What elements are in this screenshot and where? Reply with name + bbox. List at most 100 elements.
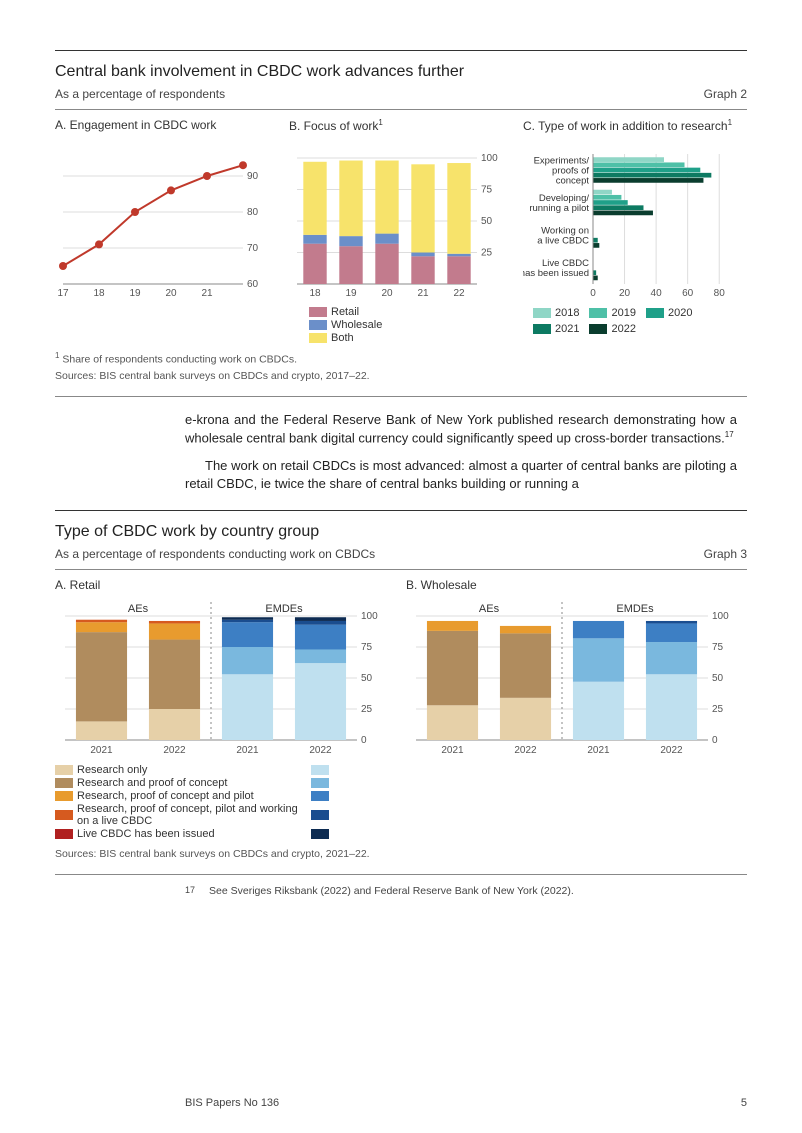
svg-text:60: 60: [682, 288, 694, 299]
legend-item: Research, proof of concept, pilot and wo…: [55, 803, 365, 827]
legend-item-2022: 2022: [589, 323, 635, 335]
rule-under-subtitle-g2: [55, 109, 747, 110]
legend-label-wholesale: Wholesale: [331, 319, 382, 331]
svg-text:17: 17: [57, 288, 69, 299]
graph2-panelC-title: C. Type of work in addition to research1: [523, 118, 747, 146]
svg-text:75: 75: [361, 642, 373, 653]
svg-text:80: 80: [714, 288, 726, 299]
svg-text:EMDEs: EMDEs: [616, 603, 654, 615]
graph2-panelB: B. Focus of work1 25 50 75 100 18 19 20 21 22 Re…: [289, 118, 513, 345]
svg-text:50: 50: [481, 216, 493, 227]
svg-text:concept: concept: [556, 175, 590, 186]
legend-item: Live CBDC has been issued: [55, 828, 365, 840]
graph2-footnote: 1 Share of respondents conducting work o…: [55, 351, 747, 366]
body-para2: The work on retail CBDCs is most advance…: [185, 457, 737, 495]
svg-text:running a pilot: running a pilot: [529, 203, 589, 214]
graph3-label: Graph 3: [704, 547, 747, 561]
rule-bottom-graph2: [55, 396, 747, 397]
body-text-block: e-krona and the Federal Reserve Bank of …: [185, 411, 737, 495]
graph2-panelC: C. Type of work in addition to research1…: [523, 118, 747, 345]
svg-text:2022: 2022: [514, 745, 537, 756]
svg-text:25: 25: [712, 704, 724, 715]
svg-text:0: 0: [590, 288, 596, 299]
footnote-17: 17 See Sveriges Riksbank (2022) and Fede…: [185, 885, 747, 897]
rule-top-graph2: [55, 50, 747, 51]
svg-text:50: 50: [712, 673, 724, 684]
svg-text:2021: 2021: [441, 745, 464, 756]
graph3-subtitle: As a percentage of respondents conductin…: [55, 547, 375, 561]
footer-right: 5: [741, 1097, 747, 1109]
svg-text:2022: 2022: [660, 745, 683, 756]
legend-item-2021: 2021: [533, 323, 579, 335]
legend-swatch-wholesale: [309, 320, 327, 330]
graph2-subtitle: As a percentage of respondents: [55, 87, 225, 101]
graph3-panelA-chart: 0255075100AEsEMDEs2021202220212022: [55, 598, 385, 758]
graph2-panelC-chart: 020406080Experiments/proofs ofconceptDev…: [523, 152, 747, 302]
svg-text:21: 21: [201, 288, 213, 299]
svg-text:60: 60: [247, 279, 259, 290]
graph2-panelA-chart: 60 70 80 90 17 18 19 20 21: [55, 152, 279, 302]
graph3-panelB-chart: 0255075100AEsEMDEs2021202220212022: [406, 598, 736, 758]
legend-item-2018: 2018: [533, 307, 579, 319]
svg-text:20: 20: [165, 288, 177, 299]
svg-text:25: 25: [481, 248, 493, 259]
svg-text:80: 80: [247, 207, 259, 218]
page-footer: BIS Papers No 136 5: [55, 1097, 747, 1109]
graph2-panelC-legend: 2018 2019 2020 2021 2022: [533, 306, 747, 336]
svg-text:2022: 2022: [309, 745, 332, 756]
legend-item: Research only: [55, 764, 365, 776]
legend-label-retail: Retail: [331, 306, 359, 318]
svg-text:50: 50: [361, 673, 373, 684]
svg-text:100: 100: [712, 611, 729, 622]
graph3-panelA-title: A. Retail: [55, 578, 396, 592]
svg-text:22: 22: [453, 288, 465, 299]
svg-text:20: 20: [381, 288, 393, 299]
graph2-panelB-title: B. Focus of work1: [289, 118, 513, 146]
svg-text:2021: 2021: [236, 745, 259, 756]
graph2-panelB-chart: 25 50 75 100 18 19 20 21 22: [289, 152, 513, 302]
svg-text:20: 20: [619, 288, 631, 299]
graph2-panelA: A. Engagement in CBDC work 6070809017181…: [55, 118, 279, 345]
footer-left: BIS Papers No 136: [185, 1097, 279, 1109]
body-para1: e-krona and the Federal Reserve Bank of …: [185, 411, 737, 449]
rule-top-graph3: [55, 510, 747, 511]
svg-text:100: 100: [481, 153, 498, 164]
svg-text:18: 18: [309, 288, 321, 299]
graph3-panelB-title: B. Wholesale: [406, 578, 747, 592]
svg-text:EMDEs: EMDEs: [265, 603, 303, 615]
graph2-label: Graph 2: [704, 87, 747, 101]
svg-text:75: 75: [481, 185, 493, 196]
svg-text:0: 0: [361, 735, 367, 746]
svg-text:25: 25: [361, 704, 373, 715]
legend-item: Research, proof of concept and pilot: [55, 790, 365, 802]
graph3-title: Type of CBDC work by country group: [55, 523, 747, 541]
graph3-sources: Sources: BIS central bank surveys on CBD…: [55, 848, 747, 860]
graph3-panelB: B. Wholesale 0 25 50 75 100 AEs EMDEs 2021 2022 2…: [406, 578, 747, 758]
legend-item-2020: 2020: [646, 307, 692, 319]
svg-text:70: 70: [247, 243, 259, 254]
graph2-title: Central bank involvement in CBDC work ad…: [55, 63, 747, 81]
graph3-legend: Research onlyResearch and proof of conce…: [55, 764, 365, 840]
graph3-panelA: A. Retail 0255075100AEsEMDEs202120222021…: [55, 578, 396, 758]
svg-text:a live CBDC: a live CBDC: [537, 235, 589, 246]
svg-text:75: 75: [712, 642, 724, 653]
svg-text:has been issued: has been issued: [523, 268, 589, 279]
svg-text:19: 19: [345, 288, 357, 299]
footnote-17-text: See Sveriges Riksbank (2022) and Federal…: [209, 885, 574, 897]
svg-text:0: 0: [712, 735, 718, 746]
legend-swatch-retail: [309, 307, 327, 317]
svg-text:18: 18: [93, 288, 105, 299]
graph2-subtitle-row: As a percentage of respondents Graph 2: [55, 87, 747, 101]
rule-bottom-graph3: [55, 874, 747, 875]
svg-text:AEs: AEs: [479, 603, 500, 615]
legend-item-2019: 2019: [589, 307, 635, 319]
svg-text:90: 90: [247, 171, 259, 182]
legend-swatch-both: [309, 333, 327, 343]
legend-label-both: Both: [331, 332, 354, 344]
legend-item: Research and proof of concept: [55, 777, 365, 789]
graph3-subtitle-row: As a percentage of respondents conductin…: [55, 547, 747, 561]
svg-text:100: 100: [361, 611, 378, 622]
svg-text:21: 21: [417, 288, 429, 299]
svg-text:19: 19: [129, 288, 141, 299]
svg-text:AEs: AEs: [128, 603, 149, 615]
